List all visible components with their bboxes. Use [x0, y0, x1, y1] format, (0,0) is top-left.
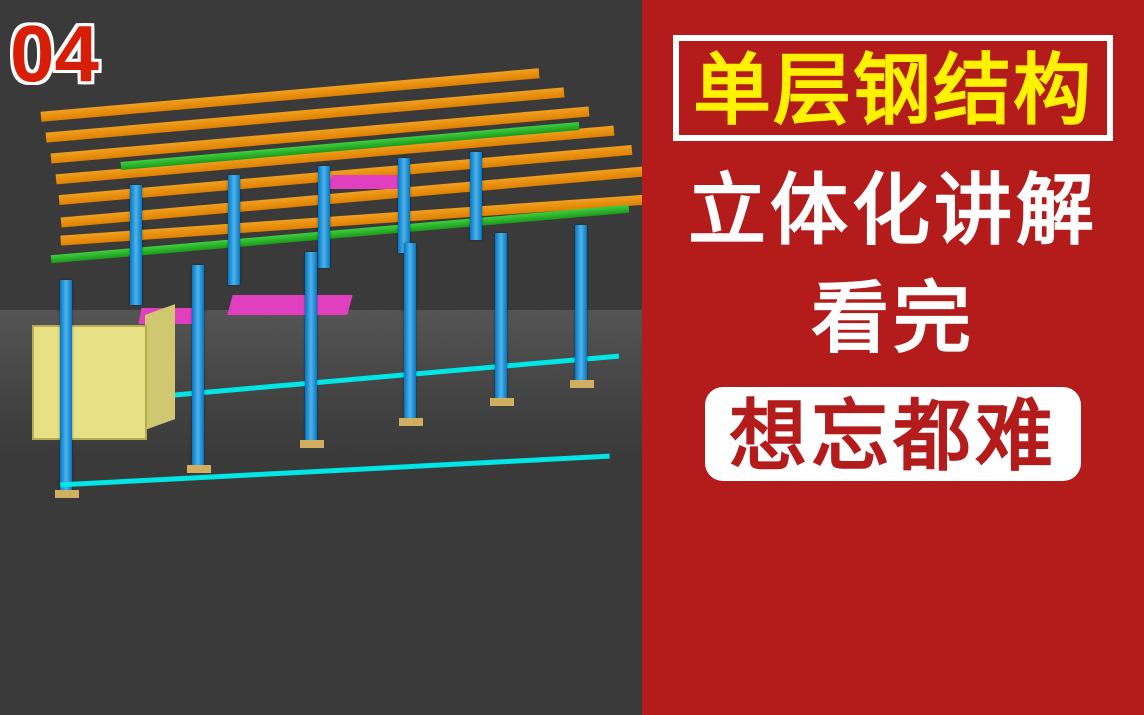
steel-structure-model [0, 0, 642, 715]
column-base [300, 440, 324, 448]
subtitle-line-1: 立体化讲解 [688, 171, 1098, 249]
column-base [570, 380, 594, 388]
highlight-tag-box: 想忘都难 [705, 387, 1081, 481]
column-base [55, 490, 79, 498]
building-block-side [145, 304, 175, 430]
steel-column [228, 175, 240, 285]
column-base [399, 418, 423, 426]
cyan-brace [60, 454, 610, 488]
title-text: 单层钢结构 [693, 51, 1093, 129]
accent-panel [227, 295, 352, 315]
steel-column [305, 252, 317, 440]
steel-column [575, 225, 587, 380]
title-panel: 单层钢结构 立体化讲解 看完 想忘都难 [642, 0, 1144, 715]
steel-column [318, 166, 330, 268]
column-base [187, 465, 211, 473]
steel-column [130, 185, 142, 305]
viewport-3d: 04 [0, 0, 642, 715]
steel-column [470, 152, 482, 240]
highlight-tag-text: 想忘都难 [729, 397, 1057, 475]
steel-column [192, 265, 204, 465]
column-base [490, 398, 514, 406]
steel-column [60, 280, 72, 490]
subtitle-line-2: 看完 [811, 279, 975, 357]
building-block [32, 325, 147, 440]
accent-panel [328, 175, 402, 189]
title-bordered-box: 单层钢结构 [673, 35, 1113, 141]
thumbnail-container: 04 [0, 0, 1144, 715]
episode-number-badge: 04 [10, 8, 99, 100]
steel-column [404, 243, 416, 418]
steel-column [398, 158, 410, 253]
steel-column [495, 233, 507, 398]
